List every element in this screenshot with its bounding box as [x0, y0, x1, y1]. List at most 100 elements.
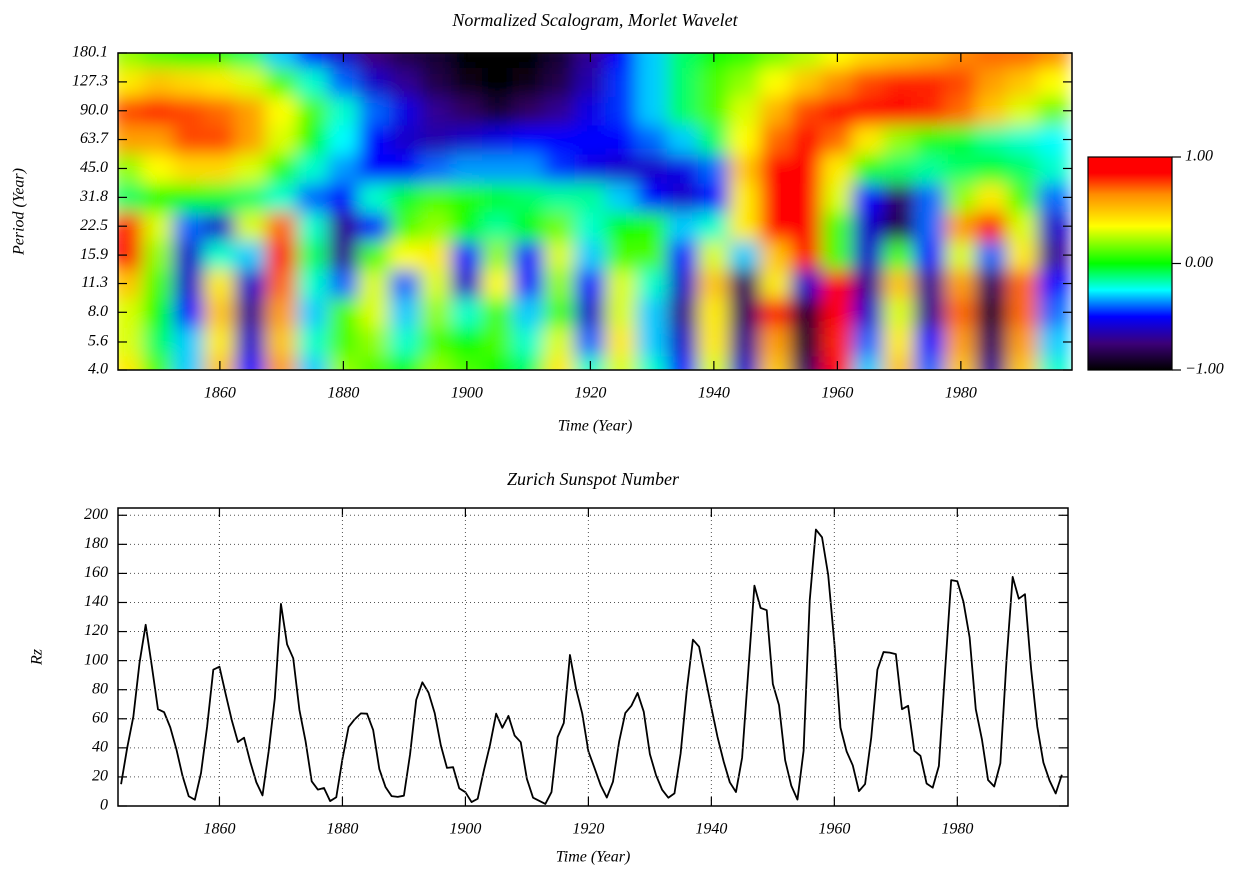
heatmap-cell [790, 95, 823, 126]
heatmap-cell [118, 124, 144, 155]
heatmap-cell [420, 182, 452, 213]
x-tick-label: 1920 [572, 821, 604, 838]
heatmap-cell [481, 297, 514, 328]
heatmap-cell [265, 240, 298, 270]
y-tick-label: 4.0 [88, 361, 108, 378]
heatmap-cell [327, 297, 360, 328]
heatmap-cell [512, 153, 545, 184]
heatmap-cell [481, 53, 514, 68]
heatmap-cell [728, 153, 761, 184]
heatmap-cell [265, 297, 298, 328]
heatmap-cell [142, 66, 175, 97]
heatmap-cell [543, 326, 576, 357]
heatmap-cell [1037, 53, 1070, 68]
y-tick-label: 160 [84, 564, 108, 581]
heatmap-cell [265, 326, 298, 357]
heatmap-cell [327, 66, 360, 97]
heatmap-cell [450, 268, 483, 299]
heatmap-cell [512, 326, 545, 357]
heatmap-cell [327, 95, 360, 126]
heatmap-cell [790, 297, 823, 328]
heatmap-cell [790, 211, 823, 242]
heatmap-cell [1006, 240, 1039, 270]
heatmap-cell [543, 297, 576, 328]
heatmap-cell [203, 240, 236, 270]
heatmap-cell [728, 268, 761, 299]
heatmap-cell [481, 153, 514, 184]
heatmap-cell [821, 268, 854, 299]
heatmap-cell [667, 66, 699, 97]
heatmap-cell [605, 153, 638, 184]
heatmap-cell [728, 326, 761, 357]
heatmap-cell [481, 326, 514, 357]
y-axis-label: Rz [29, 648, 46, 666]
heatmap-cell [118, 153, 144, 184]
heatmap-cell [142, 182, 175, 213]
heatmap-cell [667, 326, 699, 357]
plot-frame [117, 507, 1069, 807]
heatmap-cell [975, 326, 1008, 357]
heatmap-cell [420, 66, 452, 97]
x-axis-label: Time (Year) [556, 849, 631, 866]
heatmap-cell [944, 211, 977, 242]
heatmap-cell [944, 326, 977, 357]
heatmap-cell [697, 66, 730, 97]
heatmap-cell [296, 95, 329, 126]
heatmap-cell [234, 326, 267, 357]
x-tick-label: 1940 [695, 821, 727, 838]
heatmap-cell [667, 95, 699, 126]
heatmap-cell [512, 66, 545, 97]
chart-title: Normalized Scalogram, Morlet Wavelet [451, 10, 738, 30]
heatmap-cell [420, 297, 452, 328]
heatmap-cell [728, 124, 761, 155]
heatmap-cell [512, 297, 545, 328]
heatmap-cell [790, 355, 823, 370]
heatmap-cells [118, 53, 1070, 370]
heatmap-cell [450, 95, 483, 126]
heatmap-cell [636, 211, 669, 242]
series-line [120, 528, 1063, 805]
heatmap-cell [975, 268, 1008, 299]
heatmap-cell [203, 211, 236, 242]
heatmap-cell [883, 297, 916, 328]
heatmap-cell [667, 211, 699, 242]
heatmap-cell [450, 211, 483, 242]
heatmap-cell [118, 240, 144, 270]
heatmap-cell [759, 95, 792, 126]
heatmap-cell [203, 124, 236, 155]
heatmap-cell [759, 240, 792, 270]
heatmap-cell [358, 182, 391, 213]
heatmap-cell [327, 124, 360, 155]
heatmap-cell [821, 66, 854, 97]
y-tick-label: 140 [84, 593, 108, 610]
heatmap-cell [728, 53, 761, 68]
heatmap-cell [512, 268, 545, 299]
heatmap-cell [636, 182, 669, 213]
y-tick-label: 31.8 [79, 188, 108, 205]
heatmap-cell [450, 153, 483, 184]
heatmap-cell [883, 268, 916, 299]
heatmap-cell [914, 240, 946, 270]
y-tick-label: 8.0 [88, 303, 108, 320]
heatmap-cell [234, 355, 267, 370]
heatmap-cell [667, 53, 699, 68]
heatmap-cell [203, 268, 236, 299]
heatmap-cell [636, 153, 669, 184]
heatmap-cell [296, 326, 329, 357]
y-tick-label: 60 [92, 709, 108, 726]
heatmap-cell [481, 95, 514, 126]
heatmap-cell [512, 53, 545, 68]
heatmap-cell [914, 182, 946, 213]
heatmap-cell [914, 66, 946, 97]
heatmap-cell [450, 182, 483, 213]
heatmap-cell [697, 268, 730, 299]
heatmap-cell [1006, 66, 1039, 97]
heatmap-cell [852, 66, 885, 97]
heatmap-cell [883, 95, 916, 126]
heatmap-cell [944, 153, 977, 184]
heatmap-cell [450, 66, 483, 97]
heatmap-cell [636, 53, 669, 68]
heatmap-cell [975, 53, 1008, 68]
heatmap-cell [1006, 95, 1039, 126]
